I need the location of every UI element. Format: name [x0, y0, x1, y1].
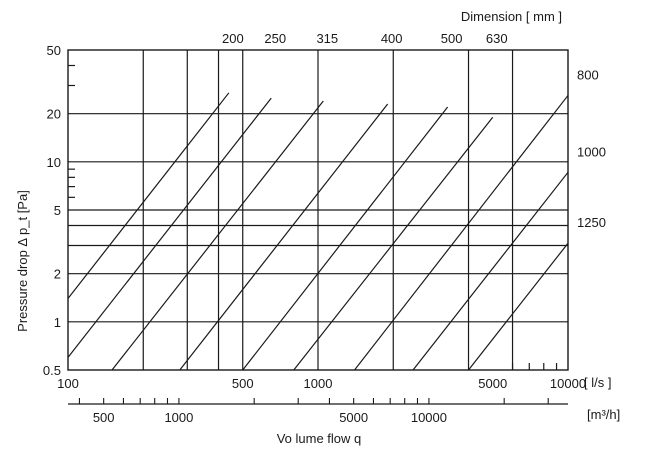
grid-lines [68, 50, 568, 370]
x-tick-label: 10000 [550, 376, 586, 391]
series-label-1250: 1250 [577, 215, 606, 230]
series-label-630: 630 [486, 31, 508, 46]
x-tick-label: 100 [57, 376, 79, 391]
curve-250 [67, 97, 272, 358]
series-label-200: 200 [222, 31, 244, 46]
x2-tick-label: 1000 [164, 410, 193, 425]
x2-tick-label: 10000 [411, 410, 447, 425]
curve-400 [179, 103, 389, 371]
y-tick-label: 5 [54, 203, 61, 218]
x2-unit-label: [m³/h] [587, 407, 620, 422]
x2-tick-label: 500 [93, 410, 115, 425]
y-axis-title: Pressure drop Δ p_t [Pa] [15, 190, 30, 332]
series-label-400: 400 [381, 31, 403, 46]
series-label-250: 250 [264, 31, 286, 46]
y-tick-label: 10 [47, 155, 61, 170]
series-label-1000: 1000 [577, 144, 606, 159]
curve-200 [67, 92, 230, 299]
series-label-800: 800 [577, 67, 599, 82]
x-tick-labels: 100 500 1000 5000 10000 [57, 376, 586, 391]
series-label-315: 315 [316, 31, 338, 46]
curve-1000 [412, 171, 569, 371]
series-labels: 200 250 315 400 500 630 800 1000 1250 [222, 31, 606, 230]
y-tick-label: 0.5 [43, 363, 61, 378]
curve-315 [111, 100, 324, 371]
dimension-label: Dimension [ mm ] [461, 9, 562, 24]
plot-frame [67, 49, 569, 371]
curve-800 [354, 95, 569, 371]
y-tick-label: 50 [47, 43, 61, 58]
x-tick-label: 5000 [478, 376, 507, 391]
x-unit-label: [ l/s ] [584, 375, 611, 390]
curve-630 [293, 116, 494, 371]
x-axis-title: Vo lume flow q [277, 431, 362, 446]
curve-500 [242, 106, 449, 371]
x-tick-label: 1000 [304, 376, 333, 391]
secondary-x-axis: 500 1000 5000 10000 [68, 398, 568, 425]
x2-tick-label: 5000 [339, 410, 368, 425]
y-tick-labels: 0.5 1 2 5 10 20 50 [43, 43, 61, 378]
curve-1250 [468, 242, 569, 371]
y-tick-label: 20 [47, 107, 61, 122]
y-tick-label: 1 [54, 315, 61, 330]
series-label-500: 500 [441, 31, 463, 46]
y-tick-label: 2 [54, 267, 61, 282]
dimension-curves [67, 92, 569, 371]
x-tick-label: 500 [232, 376, 254, 391]
